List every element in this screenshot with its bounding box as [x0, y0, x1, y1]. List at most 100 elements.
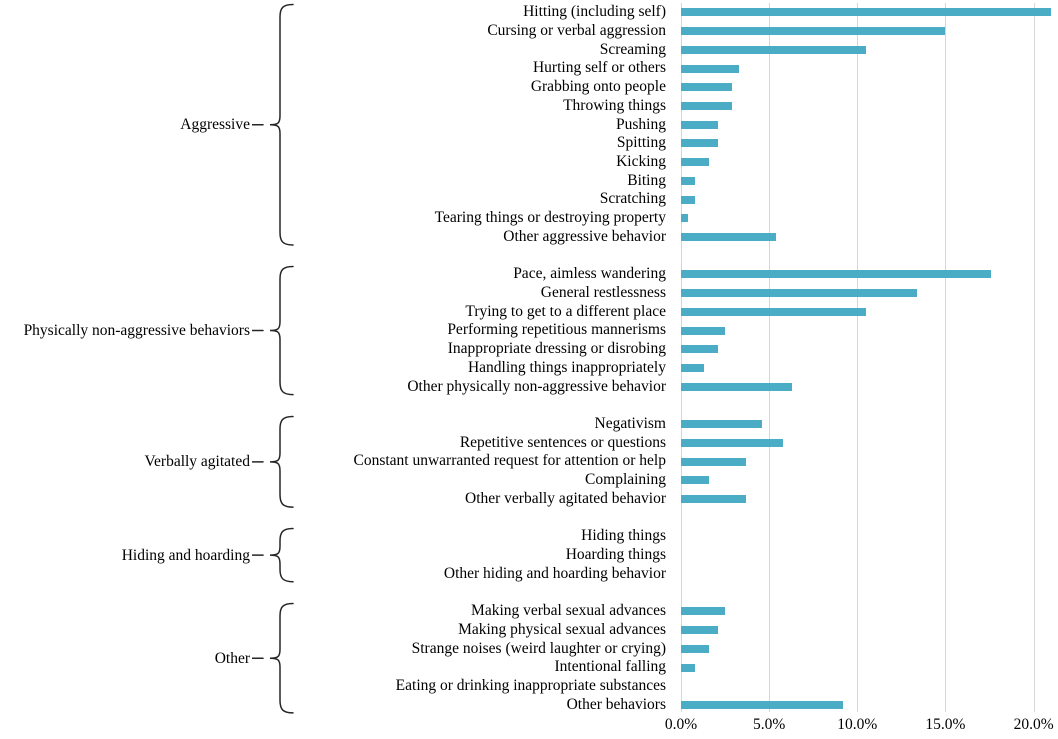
- bar: [681, 420, 763, 429]
- row-label: Complaining: [585, 471, 666, 489]
- chart-row: Pushing: [0, 115, 1058, 134]
- chart-row: Handling things inappropriately: [0, 359, 1058, 378]
- row-label: Performing repetitious mannerisms: [447, 321, 666, 339]
- row-label: Hitting (including self): [523, 3, 666, 21]
- bar: [681, 176, 696, 185]
- row-label: Other hiding and hoarding behavior: [443, 564, 666, 582]
- chart-row: Cursing or verbal aggression: [0, 22, 1058, 41]
- chart-row: Kicking: [0, 153, 1058, 172]
- bar: [681, 626, 719, 635]
- group-brace-icon: [252, 415, 294, 508]
- bar: [681, 270, 992, 279]
- chart-row: Scratching: [0, 190, 1058, 209]
- chart-row: Constant unwarranted request for attenti…: [0, 452, 1058, 471]
- row-label: Pushing: [616, 115, 666, 133]
- chart-row: Other aggressive behavior: [0, 228, 1058, 247]
- group-brace-icon: [252, 528, 294, 583]
- group-gap: [0, 396, 1058, 415]
- x-tick-label: 0.0%: [664, 716, 698, 733]
- chart-row: Making verbal sexual advances: [0, 602, 1058, 621]
- chart-row: Throwing things: [0, 97, 1058, 116]
- bar: [681, 663, 696, 672]
- chart-row: Other behaviors: [0, 696, 1058, 715]
- bar: [681, 326, 726, 335]
- bar: [681, 214, 689, 223]
- group-label: Physically non-aggressive behaviors: [23, 322, 250, 340]
- row-label: Intentional falling: [554, 658, 666, 676]
- row-label: General restlessness: [540, 284, 666, 301]
- row-label: Other aggressive behavior: [503, 227, 666, 245]
- bar: [681, 289, 918, 298]
- row-label: Pace, aimless wandering: [513, 265, 666, 283]
- row-label: Scratching: [599, 190, 666, 208]
- x-tick-label: 20.0%: [1013, 716, 1054, 733]
- bar: [681, 644, 710, 653]
- chart-row: Other hiding and hoarding behavior: [0, 565, 1058, 584]
- bar: [681, 8, 1052, 17]
- row-label: Strange noises (weird laughter or crying…: [411, 639, 666, 657]
- group-brace-icon: [252, 603, 294, 714]
- bar: [681, 232, 777, 241]
- bar-rows-container: Hitting (including self) Cursing or verba…: [0, 3, 1058, 714]
- x-tick-label: 10.0%: [837, 716, 878, 733]
- x-tick-label: 5.0%: [752, 716, 786, 733]
- row-label: Other verbally agitated behavior: [465, 489, 666, 507]
- row-label: Biting: [627, 171, 666, 189]
- chart-row: Grabbing onto people: [0, 78, 1058, 97]
- row-label: Other behaviors: [566, 695, 666, 713]
- group-gap: [0, 246, 1058, 265]
- chart-row: Eating or drinking inappropriate substan…: [0, 677, 1058, 696]
- row-label: Handling things inappropriately: [467, 358, 666, 376]
- group-label: Other: [214, 650, 250, 668]
- row-label: Eating or drinking inappropriate substan…: [395, 677, 666, 695]
- row-label: Hoarding things: [565, 546, 666, 564]
- chart-row: Pace, aimless wandering: [0, 265, 1058, 284]
- chart-row: Trying to get to a different place: [0, 303, 1058, 322]
- gridline-15.0%: [945, 3, 947, 712]
- bar: [681, 382, 793, 391]
- row-label: Throwing things: [563, 96, 666, 114]
- chart-row: Biting: [0, 171, 1058, 190]
- row-label: Negativism: [594, 415, 666, 433]
- bar: [681, 457, 747, 466]
- row-label: Constant unwarranted request for attenti…: [353, 452, 667, 470]
- chart-row: Complaining: [0, 471, 1058, 490]
- chart-row: Hiding things: [0, 527, 1058, 546]
- bar: [681, 27, 946, 36]
- bar: [681, 438, 784, 447]
- row-label: Making verbal sexual advances: [471, 602, 666, 620]
- bar: [681, 476, 710, 485]
- row-label: Hurting self or others: [532, 59, 666, 77]
- gridline-0.0%: [681, 3, 682, 712]
- chart-row: Inappropriate dressing or disrobing: [0, 340, 1058, 359]
- row-label: Hiding things: [581, 527, 666, 545]
- gridline-20.0%: [1033, 3, 1035, 712]
- chart-row: Hoarding things: [0, 546, 1058, 565]
- x-tick-label: 15.0%: [925, 716, 966, 733]
- group-label: Hiding and hoarding: [121, 547, 250, 564]
- group-label: Aggressive: [180, 116, 250, 134]
- row-label: Grabbing onto people: [530, 78, 666, 96]
- bar: [681, 495, 747, 504]
- chart-row: Making physical sexual advances: [0, 621, 1058, 640]
- bar: [681, 83, 733, 92]
- group-brace-icon: [252, 265, 294, 396]
- bar: [681, 101, 733, 110]
- row-label: Repetitive sentences or questions: [459, 433, 666, 451]
- chart-row: Screaming: [0, 40, 1058, 59]
- row-label: Spitting: [616, 134, 666, 152]
- bar: [681, 607, 726, 616]
- chart-row: Other physically non-aggressive behavior: [0, 377, 1058, 396]
- chart-row: Performing repetitious mannerisms: [0, 321, 1058, 340]
- chart-row: Intentional falling: [0, 658, 1058, 677]
- chart-row: Tearing things or destroying property: [0, 209, 1058, 228]
- bar: [681, 195, 696, 204]
- bar: [681, 64, 740, 73]
- gridline-10.0%: [857, 3, 859, 712]
- row-label: Tearing things or destroying property: [434, 209, 666, 227]
- group-gap: [0, 583, 1058, 602]
- bar: [681, 45, 867, 54]
- chart-row: Repetitive sentences or questions: [0, 434, 1058, 453]
- row-label: Trying to get to a different place: [465, 302, 666, 320]
